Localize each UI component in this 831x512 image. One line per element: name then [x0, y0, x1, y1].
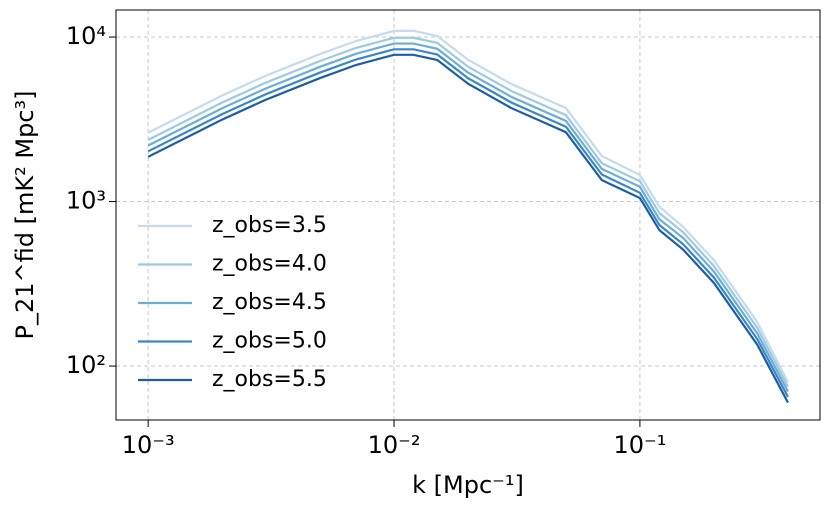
line-series	[147, 48, 789, 398]
legend-label: z_obs=5.5	[212, 367, 327, 392]
x-tick-label: 10⁻²	[368, 431, 421, 459]
x-tick-label: 10⁻³	[122, 431, 175, 459]
y-tick-label: 10³	[66, 187, 106, 215]
x-axis-label: k [Mpc⁻¹]	[412, 471, 524, 499]
legend-label: z_obs=5.0	[212, 329, 327, 354]
line-series	[147, 42, 789, 393]
line-series	[147, 29, 789, 383]
y-tick-label: 10⁴	[66, 22, 106, 50]
x-tick-label: 10⁻¹	[614, 431, 667, 459]
line-series	[147, 36, 789, 388]
plot-frame	[115, 9, 821, 421]
legend-label: z_obs=3.5	[212, 213, 327, 238]
legend-label: z_obs=4.5	[212, 290, 327, 315]
line-series	[147, 53, 789, 404]
y-axis-label: P_21^fid [mK² Mpc³]	[11, 91, 39, 340]
y-tick-label: 10²	[66, 351, 106, 379]
legend-label: z_obs=4.0	[212, 252, 327, 277]
